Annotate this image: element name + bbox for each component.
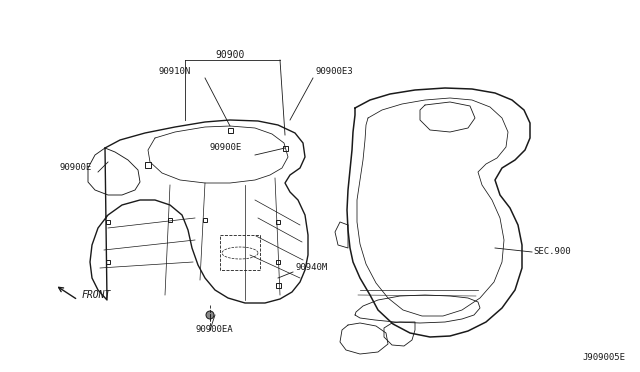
Text: FRONT: FRONT <box>82 290 111 300</box>
Text: 90940M: 90940M <box>296 263 328 273</box>
Bar <box>145 162 151 168</box>
Text: 90900E: 90900E <box>60 164 92 173</box>
Bar <box>168 218 172 222</box>
Text: 90900: 90900 <box>215 50 244 60</box>
Text: J909005E: J909005E <box>582 353 625 362</box>
Text: 90900EA: 90900EA <box>196 326 234 334</box>
Bar <box>275 282 280 288</box>
Bar <box>227 128 232 132</box>
Bar <box>276 260 280 264</box>
Circle shape <box>206 311 214 319</box>
Text: 90910N: 90910N <box>159 67 191 77</box>
Bar <box>106 220 110 224</box>
Bar <box>106 260 110 264</box>
Bar <box>203 218 207 222</box>
Bar <box>282 145 287 151</box>
Text: 90900E3: 90900E3 <box>315 67 353 77</box>
Bar <box>276 220 280 224</box>
Text: 90900E: 90900E <box>210 144 243 153</box>
Text: SEC.900: SEC.900 <box>533 247 571 257</box>
